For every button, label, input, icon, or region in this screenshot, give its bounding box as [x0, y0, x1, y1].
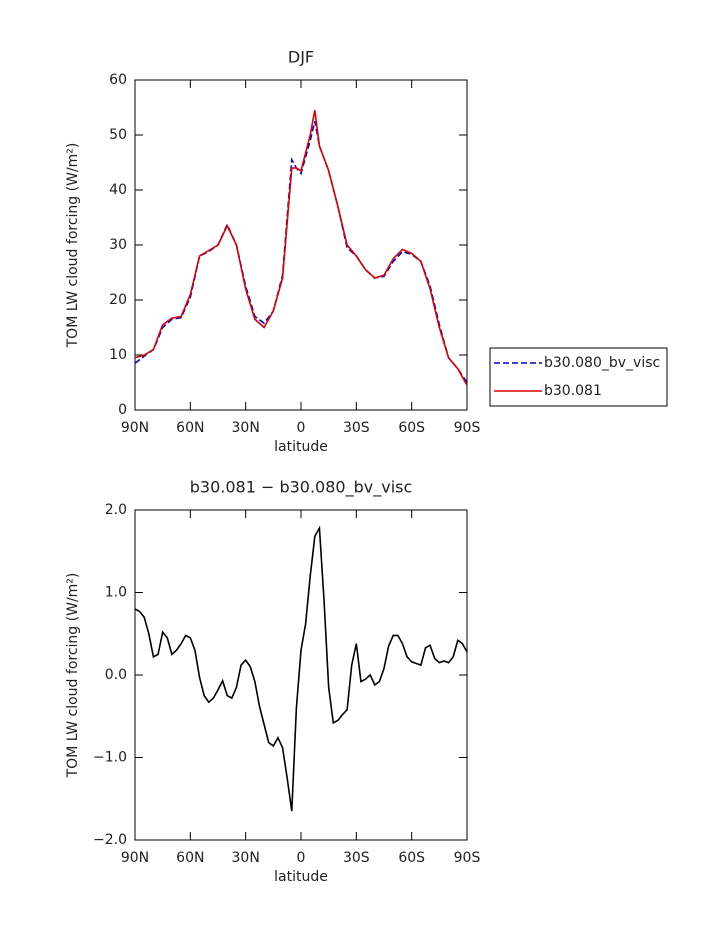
x-tick-label: 0 — [297, 850, 306, 866]
y-tick-label: 2.0 — [105, 502, 127, 518]
plot-frame — [134, 79, 468, 411]
chart-title: DJF — [288, 48, 314, 67]
y-tick-label: 60 — [109, 72, 127, 88]
data-line — [134, 110, 468, 386]
x-tick-label: 30S — [343, 850, 370, 866]
legend-box — [489, 347, 668, 407]
chart-title: b30.081 − b30.080_bv_visc — [190, 478, 413, 498]
y-tick-label: 20 — [109, 292, 127, 308]
x-tick-label: 60S — [398, 420, 425, 436]
y-tick-label: 30 — [109, 237, 127, 253]
x-tick-label: 90N — [121, 850, 149, 866]
x-tick-label: 60N — [176, 850, 204, 866]
x-tick-label: 90S — [454, 420, 481, 436]
x-tick-label: 60S — [398, 850, 425, 866]
x-axis-label: latitude — [274, 869, 328, 885]
y-tick-label: 0 — [118, 402, 127, 418]
y-tick-label: 1.0 — [105, 585, 127, 601]
plot-frame — [134, 509, 468, 841]
y-tick-label: 10 — [109, 347, 127, 363]
x-tick-label: 90N — [121, 420, 149, 436]
y-axis-label: TOM LW cloud forcing (W/m²) — [65, 143, 81, 349]
x-tick-label: 0 — [297, 420, 306, 436]
x-tick-label: 30N — [232, 850, 260, 866]
x-tick-label: 60N — [176, 420, 204, 436]
y-tick-label: 40 — [109, 182, 127, 198]
legend-label: b30.081 — [544, 383, 602, 399]
x-tick-label: 30N — [232, 420, 260, 436]
y-tick-label: −2.0 — [93, 832, 127, 848]
y-tick-label: 0.0 — [105, 667, 127, 683]
x-axis-label: latitude — [274, 439, 328, 455]
data-line — [134, 121, 468, 383]
data-line — [134, 525, 468, 812]
y-tick-label: −1.0 — [93, 750, 127, 766]
y-axis-label: TOM LW cloud forcing (W/m²) — [65, 573, 81, 779]
legend-label: b30.080_bv_visc — [544, 355, 660, 371]
y-tick-label: 50 — [109, 127, 127, 143]
x-tick-label: 90S — [454, 850, 481, 866]
x-tick-label: 30S — [343, 420, 370, 436]
